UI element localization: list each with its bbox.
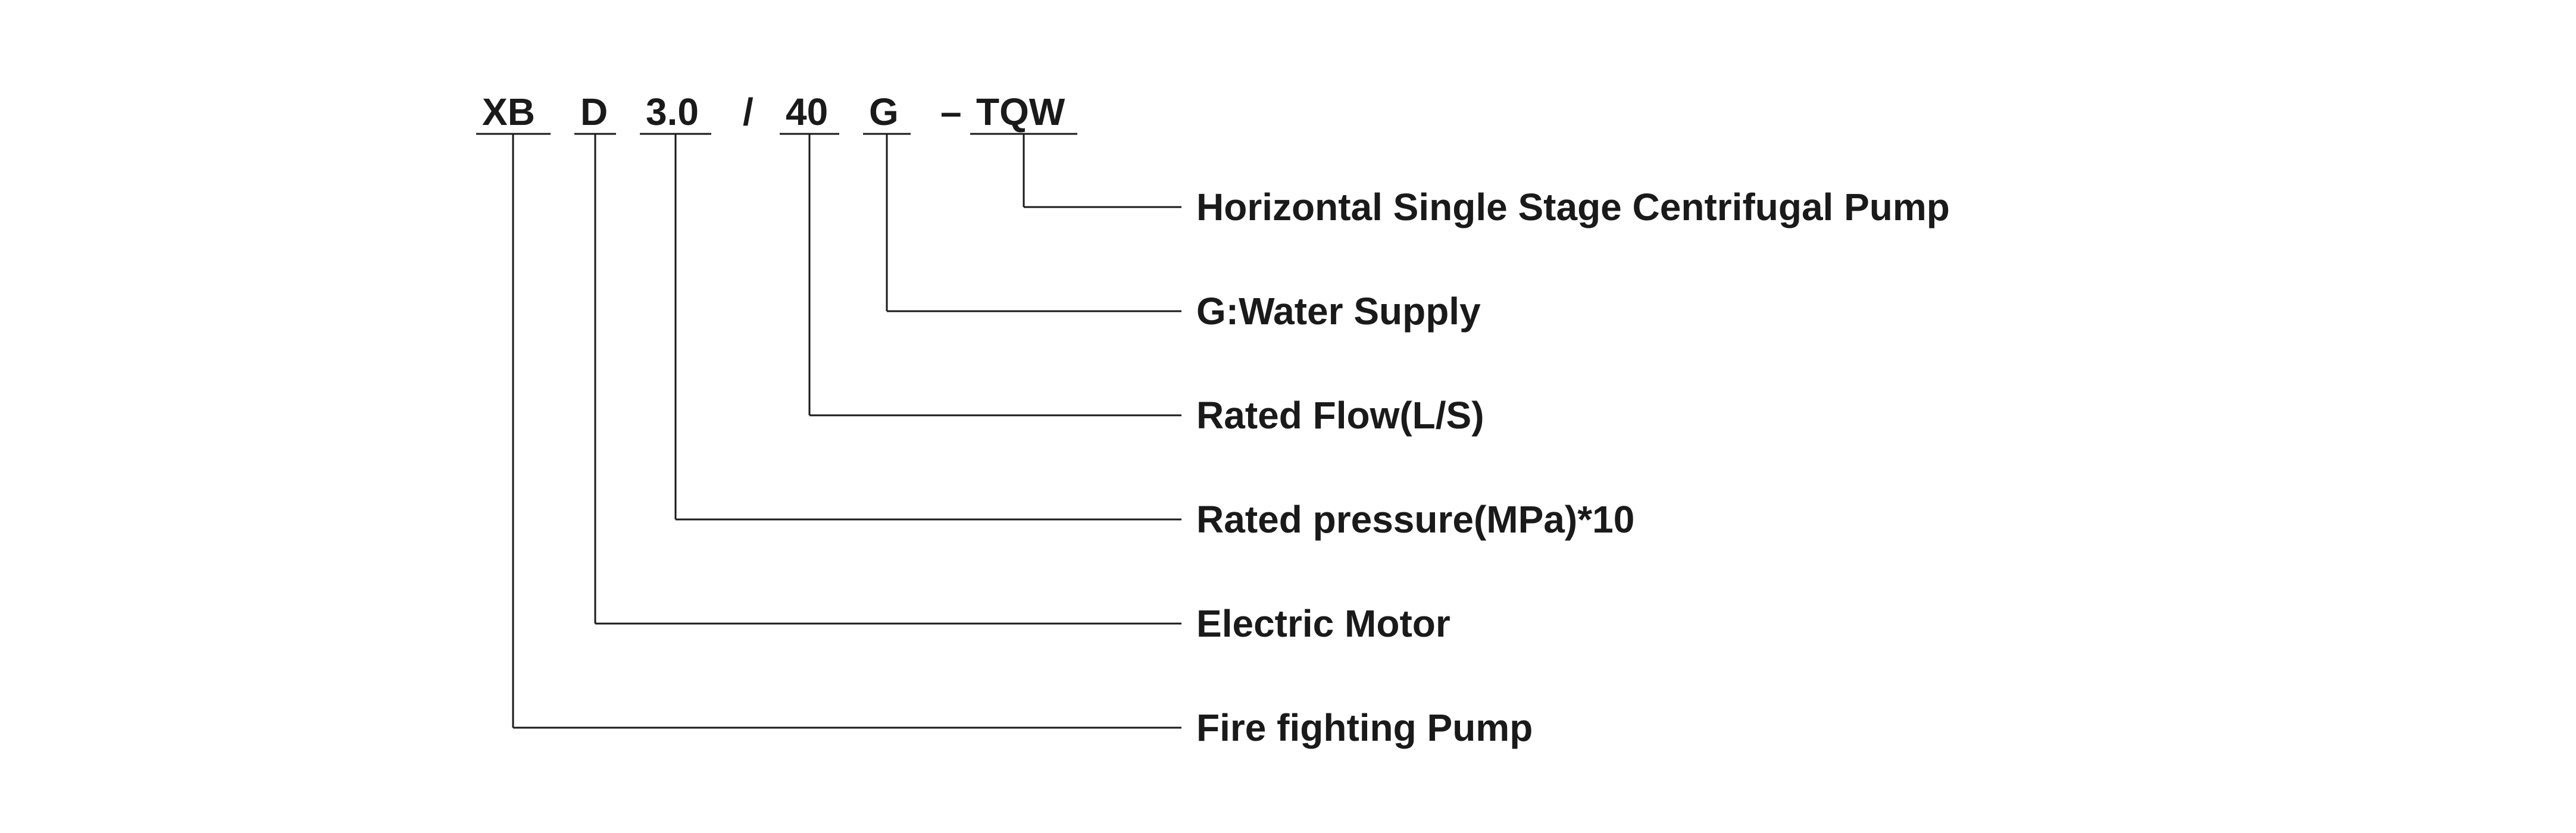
desc-d: Electric Motor bbox=[1196, 602, 1450, 645]
desc-40: Rated Flow(L/S) bbox=[1196, 394, 1484, 437]
code-part-g: G bbox=[869, 90, 899, 133]
desc-xb: Fire fighting Pump bbox=[1196, 706, 1533, 749]
code-part-d: D bbox=[580, 90, 608, 133]
code-part-tqw: TQW bbox=[976, 90, 1065, 133]
desc-3_0: Rated pressure(MPa)*10 bbox=[1196, 498, 1634, 541]
model-code-diagram: XB D 3.0 / 40 G–TQW Horizontal Single Stage Ce… bbox=[0, 0, 2576, 833]
desc-tqw: Horizontal Single Stage Centrifugal Pump bbox=[1196, 186, 1950, 228]
code-part-dash: – bbox=[940, 90, 962, 133]
code-part-xb: XB bbox=[482, 90, 535, 133]
code-part-3_0: 3.0 bbox=[646, 90, 699, 133]
code-part-slash: / bbox=[743, 90, 754, 133]
desc-g: G:Water Supply bbox=[1196, 290, 1481, 333]
code-part-40: 40 bbox=[786, 90, 828, 133]
